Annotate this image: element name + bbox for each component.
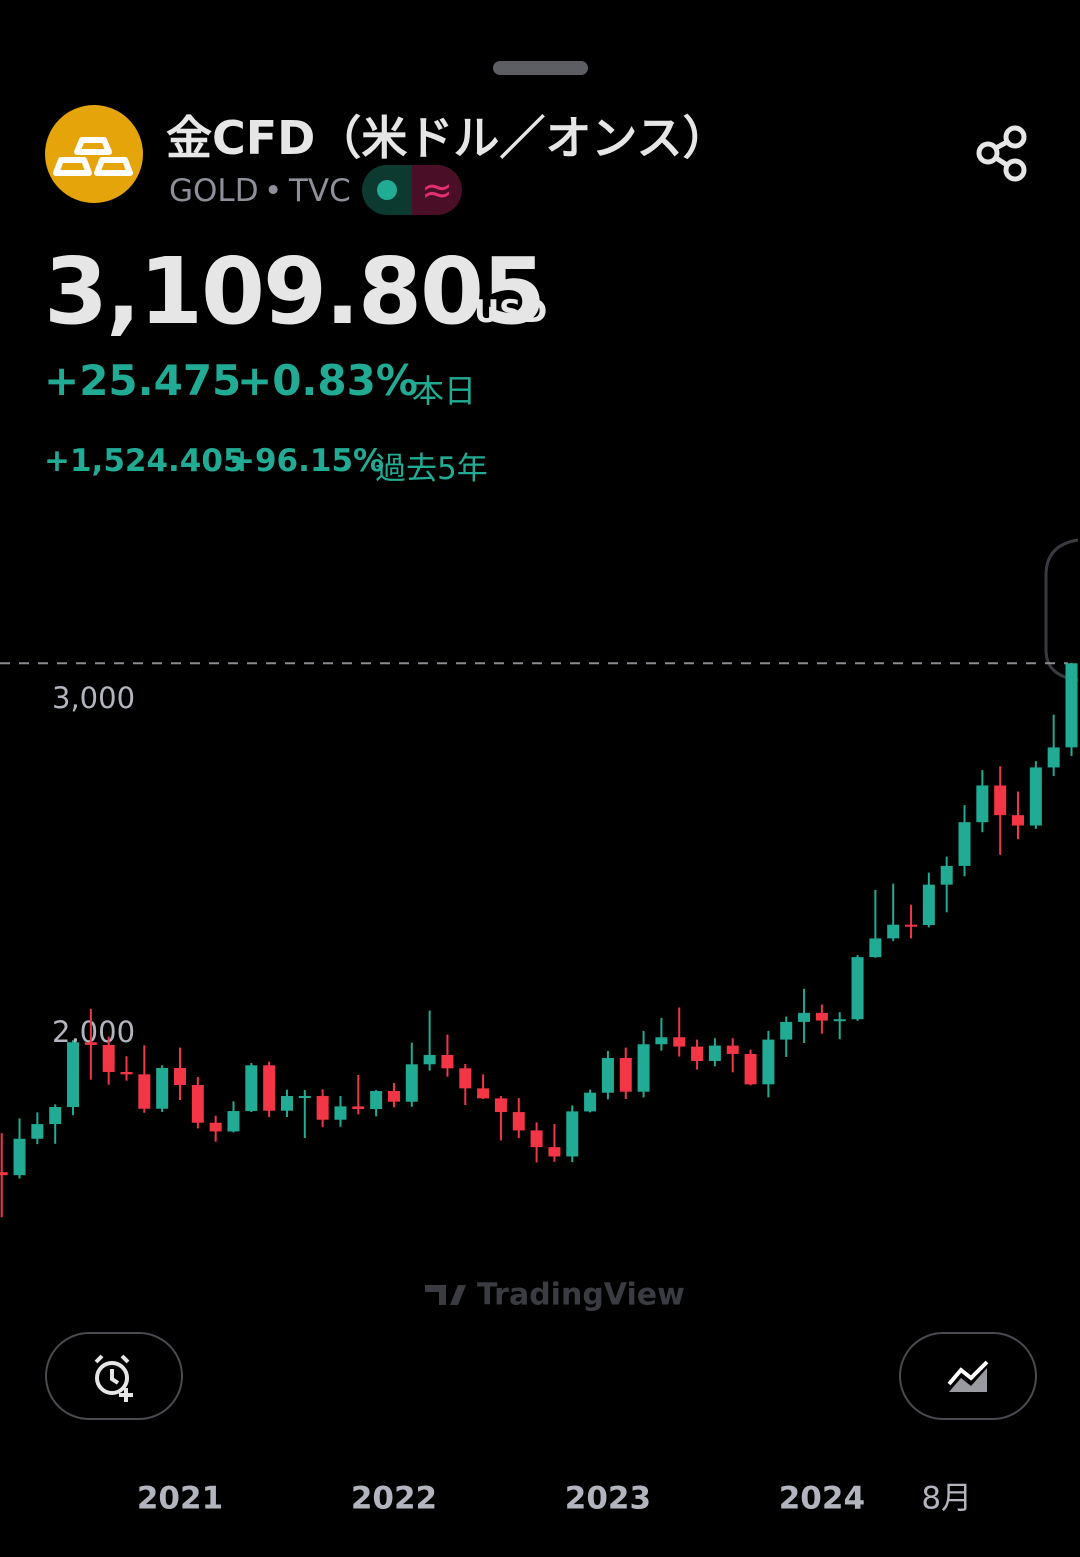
- drag-handle[interactable]: [493, 61, 588, 75]
- candle-body: [584, 1092, 597, 1112]
- symbol-code: GOLD: [169, 173, 259, 209]
- candle-body: [405, 1064, 418, 1102]
- side-panel-handle[interactable]: [1044, 538, 1079, 682]
- x-tick-label: 8月: [921, 1481, 972, 1517]
- watermark-text: TradingView: [477, 1278, 685, 1313]
- candle-body: [477, 1088, 490, 1099]
- candle-body: [298, 1096, 311, 1099]
- chart-type-button[interactable]: [899, 1332, 1037, 1420]
- change-percent-5y: +96.15%: [229, 443, 385, 479]
- x-tick-label: 2022: [351, 1481, 437, 1517]
- candle-body: [976, 785, 989, 823]
- candle-body: [708, 1045, 721, 1061]
- candle-body: [780, 1021, 793, 1040]
- candle-body: [851, 957, 864, 1020]
- candle-body: [958, 822, 971, 866]
- candle-body: [940, 865, 953, 885]
- candle-body: [1029, 767, 1042, 826]
- x-tick-label: 2021: [137, 1481, 223, 1517]
- candle-body: [1065, 663, 1078, 748]
- candle-body: [619, 1057, 632, 1092]
- symbol-title: 金CFD（米ドル／オンス）: [166, 111, 729, 165]
- candle-body: [316, 1096, 329, 1120]
- candle-body: [512, 1112, 525, 1131]
- candle-body: [191, 1085, 204, 1123]
- candle-body: [601, 1057, 614, 1093]
- candle-body: [815, 1012, 828, 1021]
- candle-body: [1047, 747, 1060, 768]
- candle-body: [49, 1107, 62, 1125]
- status-dot: [377, 180, 397, 200]
- candle-body: [138, 1074, 151, 1109]
- candle-body: [245, 1065, 258, 1112]
- share-button[interactable]: [975, 124, 1031, 182]
- market-open-indicator: [362, 165, 412, 215]
- last-price: 3,109.805: [44, 238, 546, 345]
- candle-body: [762, 1039, 775, 1085]
- y-tick-label: 3,000: [52, 681, 135, 715]
- candle-body: [833, 1019, 846, 1022]
- candle-body: [691, 1046, 704, 1061]
- candle-body: [120, 1071, 133, 1075]
- candle-body: [744, 1053, 757, 1085]
- candle-body: [156, 1067, 169, 1109]
- candle-body: [387, 1091, 400, 1102]
- chart-type-icon: [947, 1360, 989, 1392]
- candle-body: [334, 1106, 347, 1120]
- candle-body: [459, 1068, 472, 1089]
- candle-body: [67, 1042, 80, 1108]
- candle-body: [887, 924, 900, 939]
- period-5y: 過去5年: [375, 451, 488, 487]
- candle-body: [673, 1037, 686, 1047]
- candle-body: [548, 1147, 561, 1157]
- candle-body: [655, 1037, 668, 1045]
- candle-body: [922, 884, 935, 926]
- candle-body: [280, 1096, 293, 1111]
- candle-body: [726, 1045, 739, 1054]
- symbol-logo: [45, 105, 143, 203]
- candle-body: [31, 1124, 44, 1139]
- market-status-badge[interactable]: ≈: [362, 165, 462, 215]
- candle-body: [370, 1091, 383, 1110]
- candle-body: [994, 785, 1007, 816]
- candle-body: [102, 1044, 115, 1072]
- currency: USD: [474, 294, 548, 330]
- candle-body: [869, 938, 882, 958]
- candle-body: [263, 1065, 276, 1111]
- candle-body: [566, 1111, 579, 1157]
- candle-body: [84, 1042, 97, 1045]
- candle-body: [174, 1067, 186, 1086]
- change-today: +25.475: [44, 356, 242, 405]
- candle-body: [13, 1138, 26, 1176]
- candle-body: [1012, 815, 1025, 826]
- candle-body: [0, 1172, 8, 1176]
- watermark: TradingView: [425, 1278, 685, 1313]
- candle-body: [227, 1111, 240, 1132]
- x-tick-label: 2024: [779, 1481, 865, 1517]
- candle-body: [905, 924, 918, 927]
- candle-body: [209, 1122, 222, 1132]
- candle-body: [637, 1044, 650, 1092]
- x-tick-label: 2023: [565, 1481, 651, 1517]
- exchange: TVC: [289, 173, 351, 209]
- candle-body: [423, 1054, 436, 1065]
- candle-body: [798, 1012, 811, 1022]
- alert-icon: [94, 1354, 133, 1402]
- candle-body: [530, 1130, 543, 1148]
- candle-body: [352, 1106, 365, 1110]
- separator: •: [264, 173, 283, 209]
- alert-button[interactable]: [45, 1332, 183, 1420]
- candle-body: [441, 1054, 454, 1069]
- delayed-icon: ≈: [412, 165, 462, 215]
- change-percent-today: +0.83%: [237, 356, 418, 405]
- candle-body: [494, 1098, 507, 1113]
- change-5y: +1,524.405: [44, 443, 245, 479]
- period-today: 本日: [412, 372, 477, 410]
- watermark-logo: [425, 1285, 466, 1305]
